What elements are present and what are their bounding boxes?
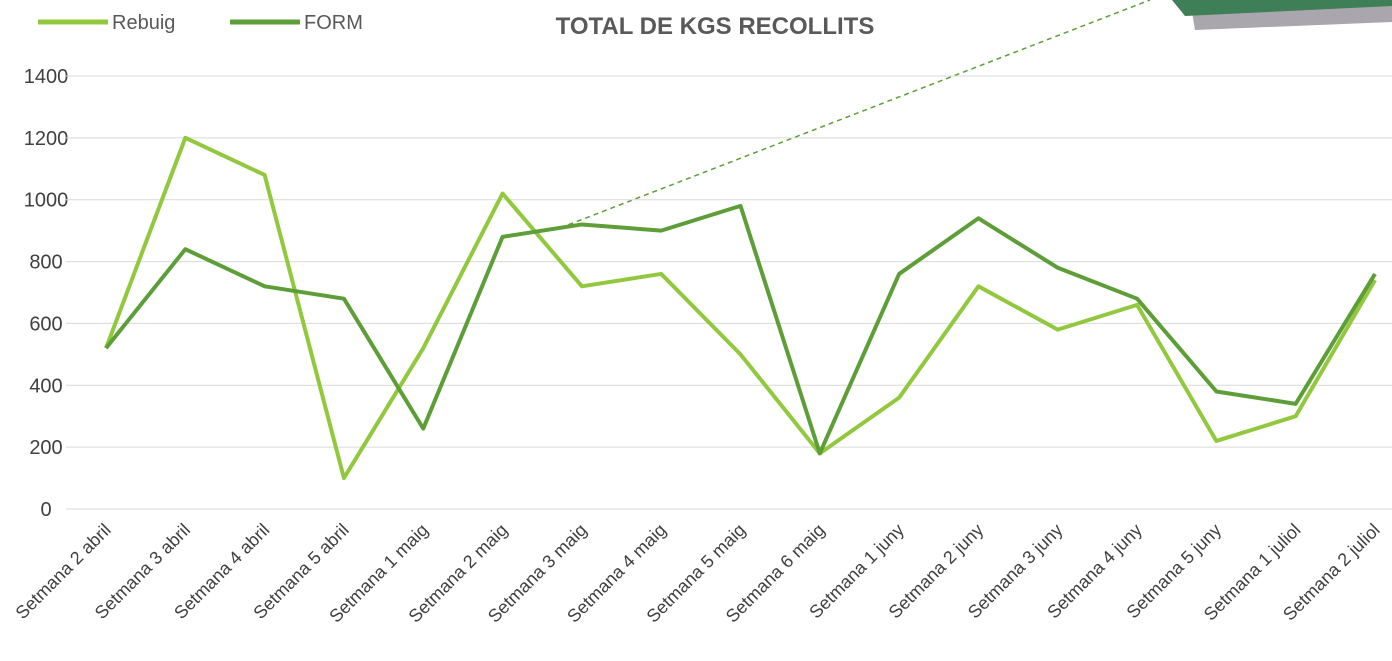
y-tick-label: 600 [29, 313, 62, 335]
legend: Rebuig FORM [38, 12, 363, 34]
y-tick-label: 800 [29, 252, 62, 274]
series-line [106, 206, 1375, 453]
legend-label: Rebuig [112, 12, 175, 34]
y-tick-label: 400 [29, 375, 62, 397]
series-line [106, 138, 1375, 478]
legend-label: FORM [304, 12, 363, 34]
y-tick-label: 1000 [24, 190, 69, 212]
y-tick-label: 1400 [24, 66, 69, 88]
chart: TOTAL DE KGS RECOLLITS Rebuig FORM 0 200 40… [0, 0, 1392, 661]
y-tick-label: 0 [40, 499, 51, 521]
chart-title: TOTAL DE KGS RECOLLITS [556, 13, 875, 40]
y-tick-label: 1200 [24, 128, 69, 150]
y-tick-label: 200 [29, 437, 62, 459]
